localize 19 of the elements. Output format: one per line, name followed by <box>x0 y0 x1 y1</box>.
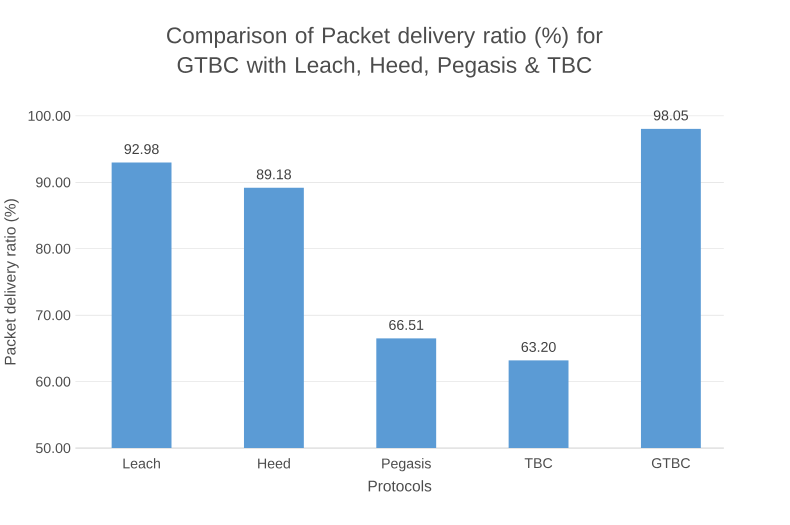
y-tick-label: 80.00 <box>36 244 70 254</box>
y-tick-label: 100.00 <box>28 110 70 121</box>
y-tick-label: 60.00 <box>36 376 70 386</box>
data-label: 98.05 <box>654 110 688 120</box>
chart-title: Comparison of Packet delivery ratio (%) for GTBC with Leach, Heed, Pegasis & TBC <box>167 26 602 78</box>
data-label: 66.51 <box>389 320 424 330</box>
x-tick-label: Leach <box>123 458 160 468</box>
y-tick-label: 90.00 <box>36 177 70 188</box>
y-axis-title: Packet delivery ratio (%) <box>4 199 19 364</box>
data-label: 92.98 <box>124 144 159 154</box>
y-tick-label: 50.00 <box>36 442 70 453</box>
x-tick-label: TBC <box>524 458 552 468</box>
data-label: 89.18 <box>256 169 291 180</box>
data-label: 63.20 <box>522 342 556 352</box>
x-axis-title: Protocols <box>368 480 432 492</box>
y-tick-label: 70.00 <box>36 310 70 320</box>
x-tick-label: Pegasis <box>382 458 431 472</box>
x-tick-label: Heed <box>258 458 290 468</box>
x-tick-label: GTBC <box>652 458 690 468</box>
